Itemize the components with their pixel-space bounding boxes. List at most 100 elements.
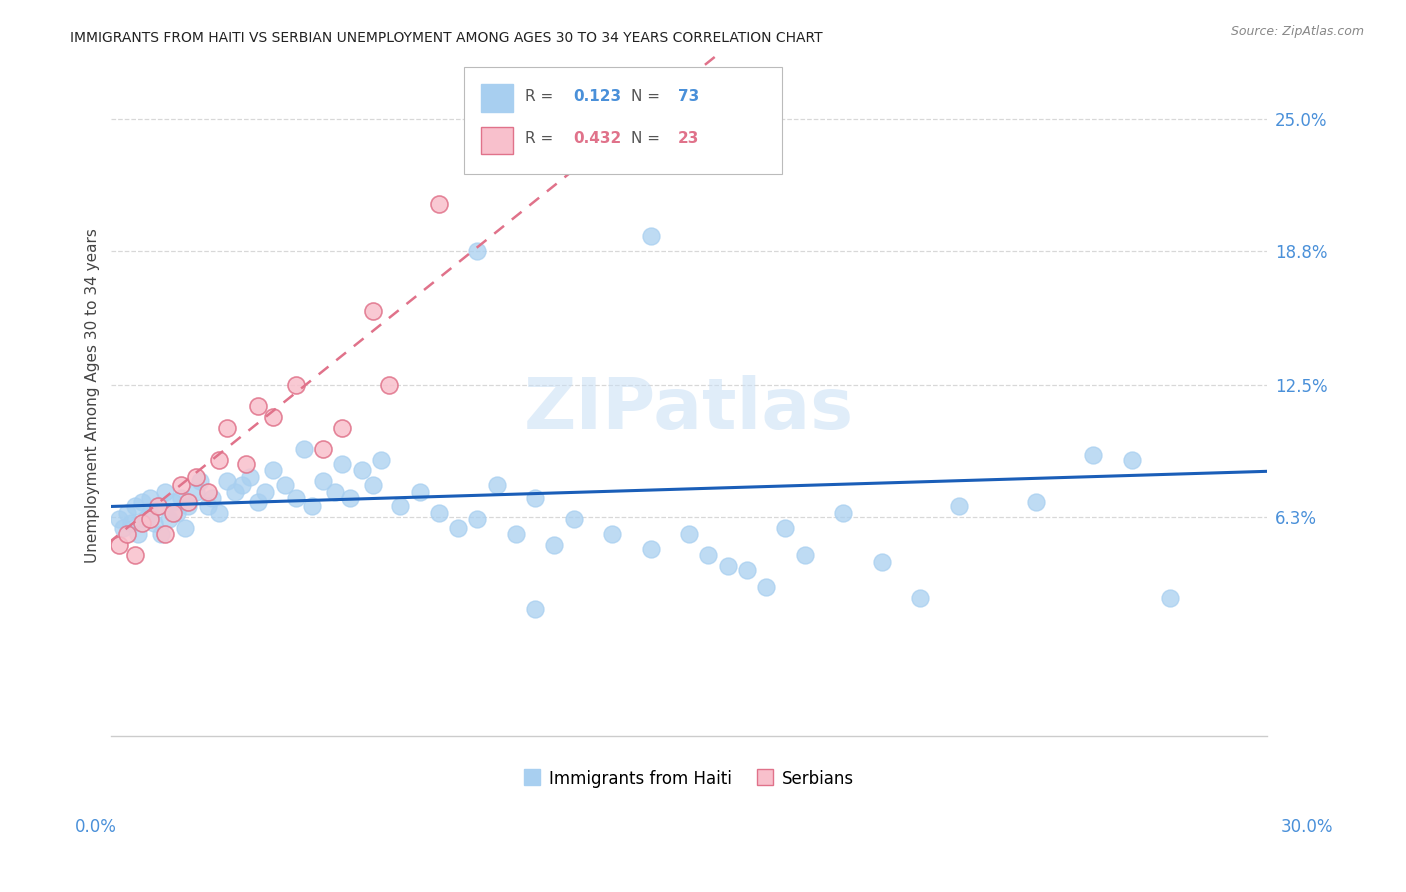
Point [108, 538, 131, 552]
Point [215, 420, 238, 434]
Bar [481, 127, 513, 154]
Point [697, 549, 720, 563]
Point [108, 512, 131, 526]
Point [139, 512, 162, 526]
Point [124, 549, 146, 563]
Point [115, 506, 138, 520]
Point [377, 378, 399, 392]
Point [224, 484, 246, 499]
Point [640, 229, 662, 244]
Point [908, 591, 931, 605]
Point [215, 474, 238, 488]
Point [465, 244, 488, 258]
Point [155, 527, 177, 541]
Point [162, 495, 184, 509]
Point [142, 516, 165, 531]
Point [1025, 495, 1047, 509]
Point [389, 500, 412, 514]
Y-axis label: Unemployment Among Ages 30 to 34 years: Unemployment Among Ages 30 to 34 years [86, 228, 100, 563]
Point [332, 457, 354, 471]
Point [197, 484, 219, 499]
Text: N =: N = [631, 88, 665, 103]
Point [339, 491, 361, 505]
Point [312, 442, 335, 456]
Point [262, 410, 284, 425]
Legend: Immigrants from Haiti, Serbians: Immigrants from Haiti, Serbians [516, 762, 862, 797]
Point [793, 549, 815, 563]
Point [173, 521, 195, 535]
Point [524, 491, 547, 505]
Point [177, 495, 200, 509]
Point [155, 484, 177, 499]
Point [146, 500, 169, 514]
Point [274, 478, 297, 492]
Point [200, 491, 222, 505]
Text: 0.432: 0.432 [574, 131, 621, 146]
Text: 0.0%: 0.0% [75, 818, 117, 836]
Text: Source: ZipAtlas.com: Source: ZipAtlas.com [1230, 25, 1364, 38]
Point [197, 500, 219, 514]
Point [447, 521, 470, 535]
Point [208, 452, 231, 467]
Point [361, 478, 384, 492]
Point [640, 542, 662, 557]
Point [111, 521, 134, 535]
Point [208, 506, 231, 520]
Text: 23: 23 [678, 131, 699, 146]
Point [1159, 591, 1181, 605]
Point [350, 463, 373, 477]
Text: N =: N = [631, 131, 665, 146]
Point [177, 500, 200, 514]
Point [755, 580, 778, 594]
Point [162, 506, 184, 520]
Point [131, 516, 153, 531]
Point [254, 484, 277, 499]
Point [301, 500, 323, 514]
Point [948, 500, 970, 514]
Text: IMMIGRANTS FROM HAITI VS SERBIAN UNEMPLOYMENT AMONG AGES 30 TO 34 YEARS CORRELAT: IMMIGRANTS FROM HAITI VS SERBIAN UNEMPLO… [70, 31, 823, 45]
Point [246, 400, 269, 414]
Point [186, 484, 208, 499]
Point [678, 527, 700, 541]
Point [562, 512, 585, 526]
Point [1121, 452, 1143, 467]
Point [124, 500, 146, 514]
Point [505, 527, 527, 541]
Point [262, 463, 284, 477]
Point [188, 474, 211, 488]
Point [150, 527, 173, 541]
Point [312, 474, 335, 488]
Text: 30.0%: 30.0% [1281, 818, 1333, 836]
Point [427, 506, 450, 520]
Text: R =: R = [524, 88, 558, 103]
Point [166, 506, 188, 520]
Point [832, 506, 855, 520]
Text: ZIPatlas: ZIPatlas [524, 375, 855, 444]
Point [1083, 448, 1105, 462]
Point [870, 555, 893, 569]
Point [543, 538, 565, 552]
Text: 0.123: 0.123 [574, 88, 621, 103]
Point [239, 469, 262, 483]
Point [120, 516, 142, 531]
Point [127, 527, 149, 541]
Point [157, 512, 180, 526]
FancyBboxPatch shape [464, 67, 782, 174]
Point [716, 559, 738, 574]
Point [235, 457, 257, 471]
Point [408, 484, 430, 499]
Point [735, 563, 758, 577]
Point [361, 303, 384, 318]
Point [285, 491, 308, 505]
Point [115, 527, 138, 541]
Point [139, 506, 162, 520]
Bar [481, 85, 513, 112]
Point [131, 495, 153, 509]
Text: 73: 73 [678, 88, 699, 103]
Point [146, 500, 169, 514]
Point [231, 478, 253, 492]
Point [323, 484, 346, 499]
Point [139, 491, 162, 505]
Point [524, 601, 547, 615]
Point [170, 478, 193, 492]
